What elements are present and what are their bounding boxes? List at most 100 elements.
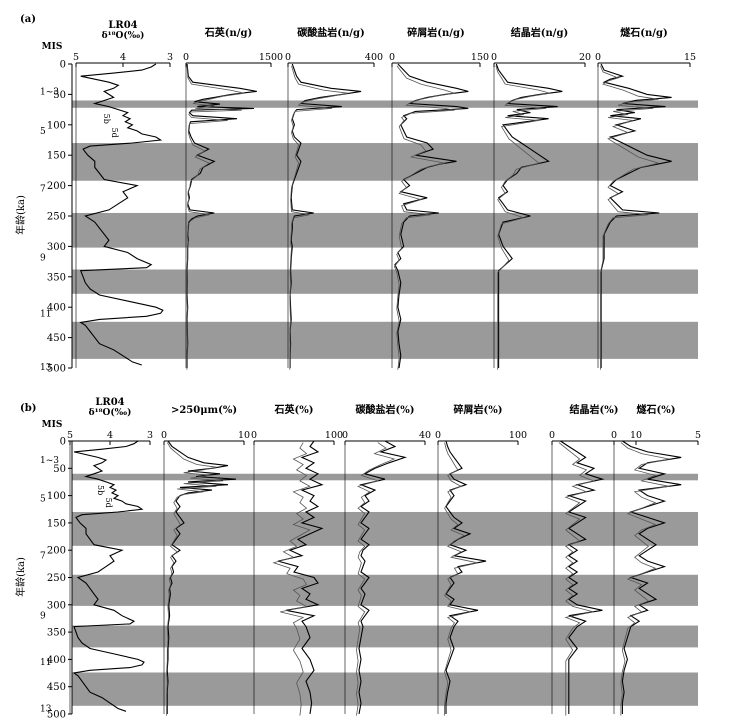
track-tick-label: 0 bbox=[251, 430, 257, 441]
series-line-secondary bbox=[289, 65, 348, 370]
shaded-band bbox=[72, 473, 698, 481]
substage-label: 5d bbox=[110, 128, 119, 138]
track-tick-label: 150 bbox=[471, 52, 489, 63]
y-tick-label: 0 bbox=[60, 60, 66, 71]
y-tick-label: 300 bbox=[47, 242, 66, 253]
mis-stage-label: 1~3 bbox=[40, 456, 59, 466]
mis-stage-label: 7 bbox=[40, 185, 46, 195]
track-title: LR04 bbox=[95, 397, 124, 408]
mis-header: MIS bbox=[42, 42, 63, 52]
track-tick-label: 5 bbox=[67, 430, 73, 441]
substage-label: 5b bbox=[96, 485, 105, 495]
track-tick-label: 0 bbox=[595, 52, 601, 63]
series-line-secondary bbox=[356, 442, 396, 716]
y-tick-label: 400 bbox=[47, 655, 66, 666]
y-tick-label: 300 bbox=[47, 600, 66, 611]
track-tick-label: 20 bbox=[579, 52, 591, 63]
series-line bbox=[277, 440, 324, 715]
track-2: 0 400 碳酸盐岩(n/g) bbox=[285, 26, 383, 370]
y-tick-label: 500 bbox=[47, 364, 66, 375]
series-line-secondary bbox=[600, 65, 660, 370]
mis-stage-label: 9 bbox=[40, 253, 46, 263]
track-title: 碳酸盐岩(n/g) bbox=[297, 26, 364, 39]
y-tick-label: 50 bbox=[53, 464, 66, 475]
panel-b: (b)050100150200250300350400450500年龄(ka)M… bbox=[14, 397, 701, 721]
track-tick-label: 40 bbox=[419, 430, 431, 441]
track-3: 0 150 碎屑岩(n/g) bbox=[389, 26, 489, 370]
mis-stage-label: 13 bbox=[40, 705, 52, 715]
y-tick-label: 0 bbox=[60, 437, 66, 448]
y-tick-label: 150 bbox=[47, 518, 66, 529]
shaded-band bbox=[72, 511, 698, 546]
track-1: 0 1500 石英(n/g) bbox=[183, 26, 283, 370]
track-title: LR04 bbox=[108, 20, 137, 31]
track-tick-label: 100 bbox=[509, 430, 527, 441]
series-line bbox=[560, 440, 605, 714]
shaded-band bbox=[72, 574, 698, 606]
track-tick-label: 0 bbox=[285, 52, 291, 63]
track-6: 0 5 燧石(%) bbox=[611, 403, 701, 716]
track-tick-label: 0 bbox=[183, 52, 189, 63]
track-title: 燧石(%) bbox=[637, 403, 676, 416]
series-line bbox=[79, 63, 164, 366]
series-line bbox=[166, 440, 237, 714]
track-title: 碳酸盐岩(%) bbox=[356, 403, 415, 416]
series-line-secondary bbox=[186, 65, 245, 370]
y-tick-label: 350 bbox=[47, 628, 66, 639]
track-title: 碎屑岩(n/g) bbox=[407, 26, 464, 39]
track-tick-label: 0 bbox=[491, 52, 497, 63]
panel-a: (a)050100150200250300350400450500年龄(ka)M… bbox=[14, 14, 698, 375]
mis-stage-label: 5 bbox=[40, 127, 46, 137]
track-5: 0 15 燧石(n/g) bbox=[595, 26, 696, 370]
track-title: 结晶岩(n/g) bbox=[511, 26, 568, 39]
shaded-band bbox=[72, 625, 698, 648]
track-tick-label: 3 bbox=[167, 52, 173, 63]
track-title: 碎屑岩(%) bbox=[454, 403, 503, 416]
substage-label: 5b bbox=[102, 114, 111, 124]
series-line bbox=[72, 440, 145, 712]
track-tick-label: 5 bbox=[695, 430, 701, 441]
series-line-secondary bbox=[272, 442, 311, 716]
y-tick-label: 250 bbox=[47, 212, 66, 223]
track-tick-label: 0 bbox=[161, 430, 167, 441]
y-tick-label: 100 bbox=[47, 491, 66, 502]
shaded-band bbox=[72, 672, 698, 706]
track-4: 0 20 结晶岩(n/g) bbox=[491, 26, 591, 370]
series-line-secondary bbox=[166, 442, 224, 716]
panel-label: (a) bbox=[20, 14, 36, 25]
track-tick-label: 1500 bbox=[259, 52, 283, 63]
y-axis-label: 年龄(ka) bbox=[14, 195, 27, 235]
track-title: 石英(%) bbox=[274, 403, 314, 416]
mis-stage-label: 13 bbox=[40, 363, 52, 373]
track-tick-label: 100 bbox=[325, 430, 343, 441]
mis-stage-label: 9 bbox=[40, 612, 46, 622]
y-tick-label: 350 bbox=[47, 272, 66, 283]
series-line bbox=[358, 440, 408, 715]
track-tick-label: 4 bbox=[107, 430, 113, 441]
y-tick-label: 150 bbox=[47, 151, 66, 162]
track-tick-label: 4 bbox=[120, 52, 126, 63]
mis-stage-label: 5 bbox=[40, 494, 46, 504]
track-1: 0 10 >250μm(%) bbox=[161, 405, 250, 716]
y-tick-label: 500 bbox=[47, 710, 66, 721]
y-tick-label: 100 bbox=[47, 120, 66, 131]
series-line-secondary bbox=[444, 442, 478, 716]
mis-stage-label: 11 bbox=[40, 309, 51, 319]
series-line-secondary bbox=[558, 442, 595, 716]
track-3: 0 40 碳酸盐岩(%) bbox=[342, 403, 431, 716]
y-tick-label: 250 bbox=[47, 573, 66, 584]
series-line-secondary bbox=[620, 442, 670, 716]
track-tick-label: 400 bbox=[365, 52, 383, 63]
shaded-band bbox=[72, 100, 698, 108]
series-line-secondary bbox=[495, 65, 551, 370]
track-5: 0 10 结晶岩(%) bbox=[549, 403, 642, 716]
track-title: 燧石(n/g) bbox=[620, 26, 667, 39]
y-tick-label: 450 bbox=[47, 333, 66, 344]
y-axis-label: 年龄(ka) bbox=[14, 557, 27, 597]
y-tick-label: 400 bbox=[47, 303, 66, 314]
track-title: >250μm(%) bbox=[171, 405, 237, 416]
mis-stage-label: 7 bbox=[40, 552, 46, 562]
track-tick-label: 0 bbox=[435, 430, 441, 441]
